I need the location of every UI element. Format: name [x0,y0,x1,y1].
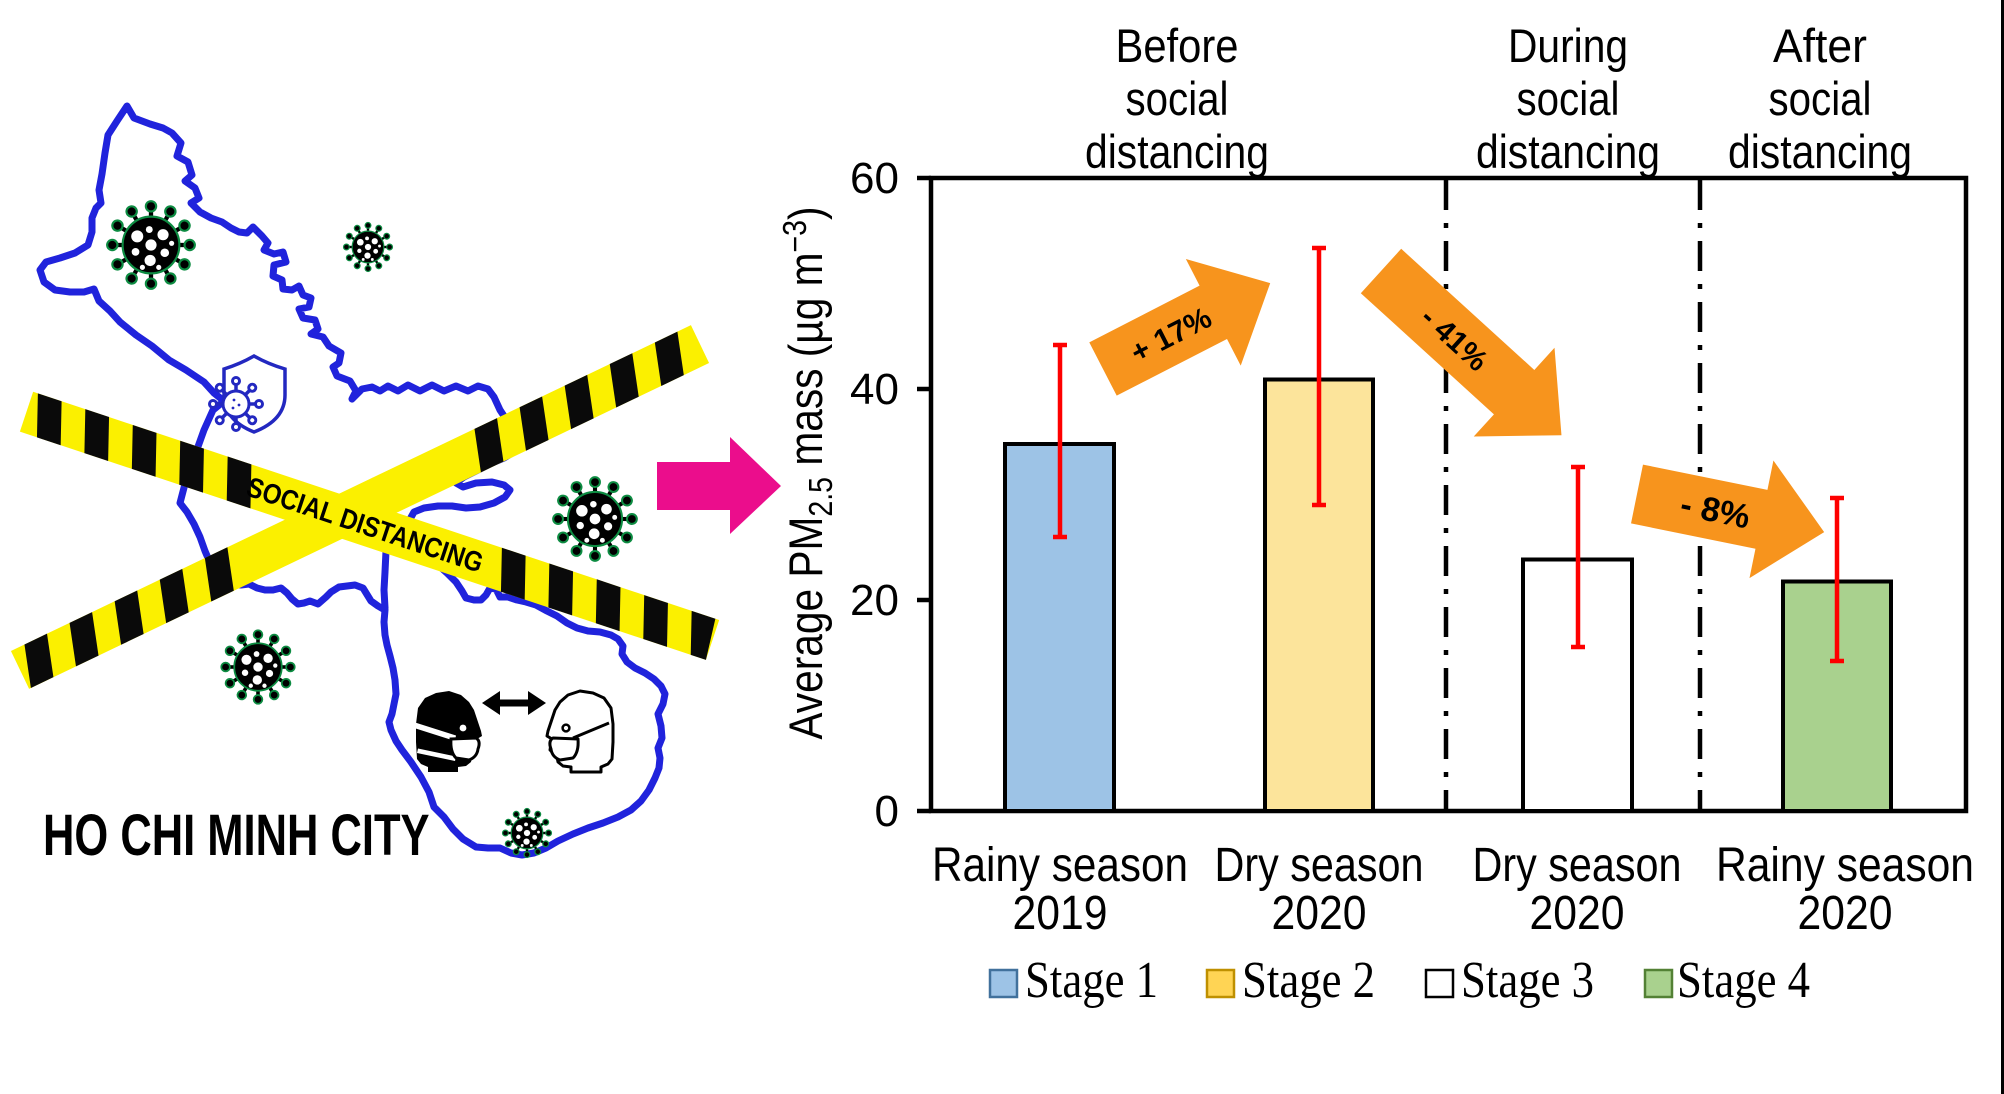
svg-text:Stage 4: Stage 4 [1677,952,1810,1009]
svg-text:Stage 1: Stage 1 [1025,952,1158,1009]
svg-text:Stage 2: Stage 2 [1242,952,1375,1009]
svg-text:Average PM2.5 mass (µg m−3): Average PM2.5 mass (µg m−3) [776,206,839,739]
svg-text:social: social [1517,72,1620,125]
svg-text:HO CHI MINH CITY: HO CHI MINH CITY [43,803,430,867]
svg-text:0: 0 [875,787,899,836]
svg-text:During: During [1508,19,1628,72]
svg-text:Dry season: Dry season [1473,839,1682,892]
svg-text:Dry season: Dry season [1215,839,1424,892]
svg-text:social: social [1126,72,1229,125]
svg-text:2019: 2019 [1013,887,1108,940]
svg-text:2020: 2020 [1798,887,1893,940]
svg-text:2020: 2020 [1272,887,1367,940]
svg-text:distancing: distancing [1476,125,1660,178]
svg-text:20: 20 [850,576,899,625]
svg-text:Before: Before [1116,19,1239,72]
svg-text:60: 60 [850,154,899,203]
svg-text:2020: 2020 [1530,887,1625,940]
svg-text:social: social [1769,72,1872,125]
svg-text:40: 40 [850,365,899,414]
svg-text:distancing: distancing [1085,125,1269,178]
svg-text:After: After [1773,19,1867,72]
svg-text:Rainy season: Rainy season [932,839,1188,892]
svg-text:Rainy season: Rainy season [1716,839,1974,892]
svg-text:distancing: distancing [1728,125,1912,178]
svg-text:Stage 3: Stage 3 [1461,952,1594,1009]
